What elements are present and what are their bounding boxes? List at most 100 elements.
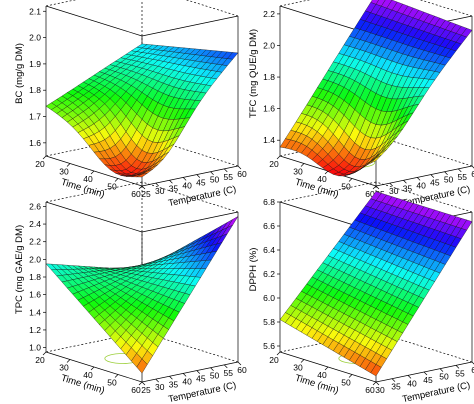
x-tick [42,351,47,356]
y-tick [141,381,146,386]
x-tick [348,374,353,378]
box-edge [45,201,143,233]
z-tick-label: 1.8 [29,85,41,95]
x-tick-label: 30 [293,363,303,373]
z-tick-label: 2.2 [263,9,275,19]
z-axis-title: BC (mg/g DM) [14,43,25,104]
x-tick [276,155,281,160]
chart-panel-tfc: 1.4 1.6 1.8 2.0 2.2 TFC (mg QUE/g DM) 20 30 40 50… [248,0,474,209]
y-tick-label: 50 [439,372,449,382]
z-tick-label: 6.4 [263,245,275,255]
y-tick-label: 45 [430,178,440,188]
y-tick-label: 55 [224,368,234,378]
chart-panel-bc: 1.6 1.7 1.8 1.9 2.0 2.1 BC (mg/g DM) 20 30 40 50 60… [14,0,247,209]
y-tick [389,182,393,187]
y-tick-label: 45 [196,374,206,384]
y-tick [155,378,159,383]
x-tick [372,381,377,386]
y-tick [141,185,146,190]
x-tick [114,178,119,182]
y-tick-label: 35 [391,382,401,392]
x-tick-label: 40 [83,174,93,184]
y-tick-label: 60 [237,365,247,375]
z-tick-label: 2.2 [29,237,41,247]
y-tick-label: 40 [182,180,192,190]
surface-cell [136,173,148,178]
z-tick-label: 2.1 [29,6,41,16]
x-tick-label: 30 [59,167,69,177]
y-tick-label: 55 [224,172,234,182]
box-edge [141,135,239,167]
z-tick-label: 1.0 [29,343,41,353]
y-tick-label: 40 [182,376,192,386]
x-tick-label: 40 [83,370,93,380]
x-tick-label: 40 [317,174,327,184]
y-tick [169,376,173,380]
surface [45,215,239,374]
z-tick-label: 6.8 [263,197,275,207]
surface [279,0,473,177]
box-edge [375,135,473,167]
y-tick-label: 60 [471,365,474,375]
x-tick-label: 30 [59,363,69,373]
y-tick-label: 40 [407,378,417,388]
z-tick-label: 6.2 [263,269,275,279]
y-tick-label: 35 [169,379,179,389]
y-tick [416,177,421,181]
y-tick [155,182,159,187]
z-tick-label: 2.0 [29,254,41,264]
surface [45,43,239,178]
z-axis-title: TPC (mg GAE/g DM) [14,225,25,314]
x-tick [300,163,305,167]
box-edge [375,181,473,213]
x-tick [348,178,353,182]
y-tick [458,168,462,173]
y-tick-label: 30 [155,382,165,392]
surface-cell [370,155,382,164]
x-tick [324,170,329,175]
z-tick-label: 1.2 [29,325,41,335]
box-edge [279,0,311,7]
box-edge [141,15,239,37]
z-tick-label: 2.6 [29,201,41,211]
z-tick-label: 1.4 [29,307,41,317]
y-tick [224,168,228,173]
x-tick-label: 40 [317,370,327,380]
x-tick-label: 50 [341,378,351,388]
x-tick [138,381,143,386]
box-edge [45,0,77,7]
x-tick [114,374,119,378]
surface-cell [136,358,148,374]
y-tick [455,365,460,369]
y-tick-label: 55 [458,172,468,182]
box-edge [185,0,239,17]
y-tick-label: 30 [389,186,399,196]
x-tick [90,366,95,371]
x-tick [372,185,377,190]
surface [279,191,473,377]
x-tick-label: 20 [269,159,279,169]
x-tick [66,163,71,167]
y-tick [403,180,407,184]
box-edge [141,331,239,363]
x-tick [276,351,281,356]
y-tick [439,368,444,372]
x-tick-label: 60 [365,189,375,199]
chart-panel-tpc: 1.0 1.2 1.4 1.6 1.8 2.0 2.2 2.4 2.6 TPC (mg GAE/g… [14,181,247,404]
z-tick-label: 2.4 [29,219,41,229]
z-axis-title: DPPH (%) [248,248,259,292]
y-tick-label: 30 [375,385,385,395]
z-tick-label: 1.8 [263,72,275,82]
box-edge [141,361,239,383]
y-tick [407,375,412,379]
x-tick-label: 60 [131,385,141,395]
z-axis-title: TFC (mg QUE/g DM) [248,29,259,118]
x-tick-label: 50 [107,378,117,388]
y-tick [391,378,396,382]
box-edge [141,181,239,213]
x-tick-label: 50 [107,182,117,192]
y-tick-label: 50 [444,175,454,185]
z-tick-label: 1.4 [263,135,275,145]
z-tick-label: 1.6 [263,104,275,114]
y-tick [224,364,228,369]
